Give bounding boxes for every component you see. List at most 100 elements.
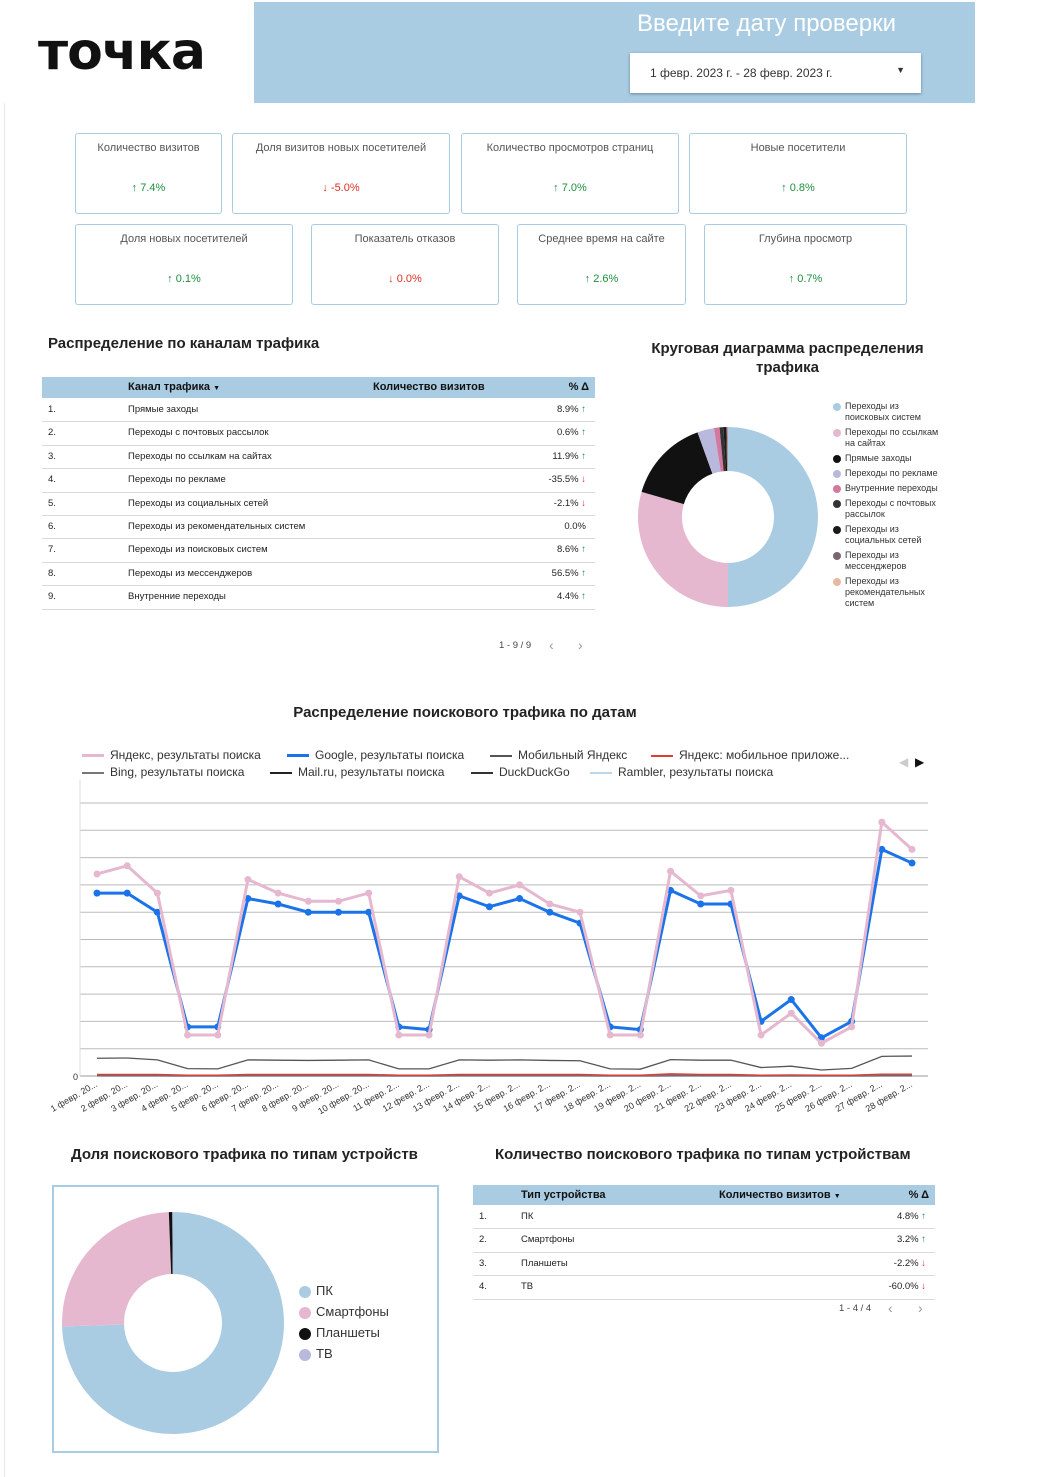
row-number: 4.: [479, 1281, 487, 1293]
pie-slice: [62, 1212, 172, 1327]
table-row[interactable]: 4. Переходы по рекламе -35.5% ↓: [42, 468, 595, 493]
column-header-channel[interactable]: Канал трафика ▼: [128, 381, 220, 393]
table-row[interactable]: 1. Прямые заходы 8.9% ↑: [42, 398, 595, 423]
legend-item[interactable]: Мобильный Яндекс: [490, 748, 627, 762]
legend-label: Яндекс, результаты поиска: [110, 748, 261, 762]
pie-slice: [62, 1212, 284, 1434]
channels-pager: 1 - 9 / 9: [499, 640, 532, 651]
data-point: [365, 889, 373, 897]
row-name: ТВ: [521, 1281, 534, 1293]
legend-item[interactable]: Смартфоны: [299, 1304, 389, 1319]
data-point: [304, 908, 312, 916]
legend-item[interactable]: Переходы с почтовых рассылок: [833, 498, 943, 520]
legend-item[interactable]: Внутренние переходы: [833, 483, 943, 494]
column-header-device[interactable]: Тип устройства: [521, 1189, 606, 1201]
legend-item[interactable]: Переходы по рекламе: [833, 468, 943, 479]
row-delta: 11.9% ↑: [552, 451, 586, 462]
row-name: ПК: [521, 1211, 534, 1222]
table-row[interactable]: 4. ТВ -60.0% ↓: [473, 1275, 935, 1300]
devices-pie-legend: ПК Смартфоны Планшеты ТВ: [299, 1283, 389, 1361]
kpi-value: ↓ -5.0%: [322, 182, 360, 194]
logo: точка: [38, 22, 206, 82]
next-page-icon[interactable]: ›: [918, 1300, 923, 1316]
table-row[interactable]: 1. ПК 4.8% ↑: [473, 1205, 935, 1230]
table-row[interactable]: 6. Переходы из рекомендательных систем 0.0…: [42, 515, 595, 540]
arrow-up-icon: ↑: [578, 567, 586, 579]
kpi-card: Доля визитов новых посетителей ↓ -5.0%: [232, 133, 450, 214]
legend-item[interactable]: Переходы по ссылкам на сайтах: [833, 427, 943, 449]
data-point: [244, 895, 252, 903]
date-picker-title: Введите дату проверки: [637, 10, 896, 37]
column-header-visits[interactable]: Количество визитов ▼: [719, 1189, 841, 1201]
legend-swatch: [833, 526, 841, 534]
kpi-value: ↑ 0.7%: [788, 273, 823, 285]
legend-item[interactable]: Rambler, результаты поиска: [590, 765, 773, 779]
legend-item[interactable]: Яндекс: мобильное приложе...: [651, 748, 849, 762]
row-delta-value: 0.0%: [564, 521, 586, 532]
data-point: [787, 996, 795, 1004]
prev-page-icon[interactable]: ‹: [549, 637, 554, 653]
data-point: [697, 892, 705, 900]
next-page-icon[interactable]: ›: [578, 637, 583, 653]
table-row[interactable]: 3. Переходы по ссылкам на сайтах 11.9% ↑: [42, 445, 595, 470]
data-point: [425, 1031, 433, 1039]
legend-swatch: [299, 1348, 311, 1361]
legend-item[interactable]: Переходы из поисковых систем: [833, 401, 943, 423]
row-number: 8.: [48, 567, 56, 579]
kpi-value-text: -5.0%: [330, 182, 360, 194]
row-number: 4.: [48, 474, 56, 486]
arrow-up-icon: ↑: [578, 427, 586, 439]
data-point: [667, 867, 675, 875]
table-row[interactable]: 9. Внутренние переходы 4.4% ↑: [42, 585, 595, 610]
arrow-up-icon: ↑: [578, 450, 586, 462]
column-header-delta[interactable]: % Δ: [908, 1189, 929, 1201]
table-row[interactable]: 3. Планшеты -2.2% ↓: [473, 1252, 935, 1277]
table-row[interactable]: 5. Переходы из социальных сетей -2.1% ↓: [42, 492, 595, 516]
legend-item[interactable]: Прямые заходы: [833, 453, 943, 464]
data-point: [878, 845, 886, 853]
row-name: Планшеты: [521, 1257, 568, 1269]
date-range-picker[interactable]: 1 февр. 2023 г. - 28 февр. 2023 г. ▼: [630, 53, 921, 93]
pie-slice: [727, 427, 728, 472]
devices-pie-title: Доля поискового трафика по типам устройс…: [71, 1146, 418, 1163]
legend-item[interactable]: Планшеты: [299, 1325, 389, 1340]
kpi-label: Доля визитов новых посетителей: [255, 142, 427, 154]
column-label: Количество визитов: [719, 1189, 831, 1201]
table-row[interactable]: 7. Переходы из поисковых систем 8.6% ↑: [42, 538, 595, 563]
legend-item[interactable]: DuckDuckGo: [471, 765, 570, 779]
legend-item[interactable]: Переходы из мессенджеров: [833, 550, 943, 572]
data-point: [848, 1023, 856, 1031]
kpi-value-text: 7.4%: [140, 182, 166, 194]
kpi-value-text: 0.7%: [797, 273, 823, 285]
row-delta: 56.5% ↑: [552, 568, 586, 579]
row-name: Переходы из социальных сетей: [128, 497, 269, 509]
table-row[interactable]: 8. Переходы из мессенджеров 56.5% ↑: [42, 562, 595, 587]
legend-label: Планшеты: [316, 1325, 380, 1340]
legend-item[interactable]: Mail.ru, результаты поиска: [270, 765, 444, 779]
arrow-up-icon: ↑: [578, 404, 586, 415]
legend-prev-icon[interactable]: ◀: [899, 755, 909, 769]
column-header-delta[interactable]: % Δ: [568, 381, 589, 393]
legend-item[interactable]: ПК: [299, 1283, 389, 1298]
row-number: 3.: [48, 450, 56, 462]
legend-item[interactable]: Google, результаты поиска: [287, 748, 464, 762]
data-point: [244, 875, 252, 883]
legend-item[interactable]: Яндекс, результаты поиска: [82, 748, 261, 762]
data-point: [365, 908, 373, 916]
row-number: 3.: [479, 1257, 487, 1269]
legend-item[interactable]: Переходы из социальных сетей: [833, 524, 943, 546]
legend-item[interactable]: ТВ: [299, 1346, 389, 1361]
legend-swatch: [299, 1285, 311, 1298]
row-delta-value: -2.2%: [893, 1257, 919, 1269]
column-header-visits[interactable]: Количество визитов: [373, 381, 485, 393]
table-row[interactable]: 2. Переходы с почтовых рассылок 0.6% ↑: [42, 421, 595, 446]
data-point: [546, 900, 554, 908]
legend-item[interactable]: Bing, результаты поиска: [82, 765, 244, 779]
table-row[interactable]: 2. Смартфоны 3.2% ↑: [473, 1228, 935, 1253]
data-point: [485, 889, 493, 897]
legend-label: Переходы из рекомендательных систем: [845, 576, 925, 608]
prev-page-icon[interactable]: ‹: [888, 1300, 893, 1316]
data-point: [334, 908, 342, 916]
legend-item[interactable]: Переходы из рекомендательных систем: [833, 576, 943, 609]
legend-next-icon[interactable]: ▶: [915, 755, 925, 769]
